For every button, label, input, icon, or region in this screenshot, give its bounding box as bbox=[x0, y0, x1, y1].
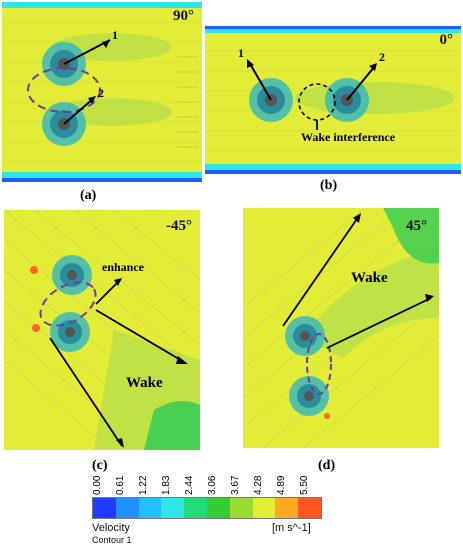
panel-c-angle: -45° bbox=[166, 218, 192, 234]
colorbar-unit: [m s^-1] bbox=[272, 522, 311, 534]
panel-b-graphic bbox=[205, 26, 461, 174]
colorbar-segment bbox=[252, 498, 276, 518]
rotor-1 bbox=[285, 316, 325, 356]
colorbar-segment bbox=[184, 498, 207, 518]
colorbar-tick: 0.61 bbox=[115, 475, 126, 495]
panel-b-interference-label: Wake interference bbox=[301, 130, 396, 144]
colorbar-segment bbox=[138, 498, 162, 518]
colorbar-segment bbox=[161, 498, 185, 518]
colorbar-segment bbox=[275, 498, 299, 518]
colorbar-title: Velocity bbox=[92, 522, 130, 534]
colorbar-tick: 4.89 bbox=[276, 475, 287, 495]
panel-c-wake-label: Wake bbox=[126, 375, 163, 391]
panel-b-rotor1-label: 1 bbox=[238, 46, 244, 60]
colorbar-segment bbox=[229, 498, 253, 518]
rotor-1 bbox=[52, 255, 92, 295]
colorbar-segment bbox=[115, 498, 139, 518]
colorbar-tick: 1.83 bbox=[161, 475, 172, 495]
panel-a-rotor1-label: 1 bbox=[112, 28, 118, 42]
rotor-2 bbox=[289, 376, 329, 416]
panel-a-graphic bbox=[2, 2, 202, 182]
panel-a-contour: 90° 1 2 bbox=[2, 2, 202, 182]
panel-d-label: (d) bbox=[318, 458, 336, 473]
panel-a-angle: 90° bbox=[173, 8, 194, 24]
colorbar-segment bbox=[298, 498, 321, 518]
panel-c-label: (c) bbox=[92, 458, 108, 473]
panel-b-contour: 0° 1 2 Wake interference bbox=[205, 26, 461, 174]
panel-c-contour: -45° enhance Wake bbox=[4, 210, 200, 450]
colorbar-tick: 0.00 bbox=[92, 475, 103, 495]
panel-a-label: (a) bbox=[80, 188, 97, 203]
panel-d-angle: 45° bbox=[406, 218, 427, 234]
panel-b-rotor2-label: 2 bbox=[379, 50, 385, 64]
colorbar-tick: 3.06 bbox=[207, 475, 218, 495]
panel-d-graphic bbox=[243, 208, 439, 448]
rotor-2 bbox=[50, 312, 90, 352]
colorbar-subtitle: Contour 1 bbox=[92, 535, 132, 545]
panel-d-contour: 45° Wake bbox=[243, 208, 439, 448]
panel-d-wake-label: Wake bbox=[351, 270, 388, 286]
colorbar-tick: 5.50 bbox=[299, 475, 310, 495]
colorbar-tick: 4.28 bbox=[253, 475, 264, 495]
panel-a-rotor2-label: 2 bbox=[98, 86, 104, 100]
colorbar-segment bbox=[206, 498, 230, 518]
panel-b-angle: 0° bbox=[439, 32, 454, 48]
panel-c-graphic bbox=[4, 210, 200, 450]
colorbar-tick: 2.44 bbox=[184, 475, 195, 495]
panel-c-enhance-label: enhance bbox=[102, 260, 144, 274]
panel-b-label: (b) bbox=[320, 178, 338, 193]
colorbar-tick: 3.67 bbox=[230, 475, 241, 495]
colorbar-tick: 1.22 bbox=[138, 475, 149, 495]
colorbar-ticks: 0.00 0.61 1.22 1.83 2.44 3.06 3.67 4.28 … bbox=[92, 463, 322, 495]
colorbar-segment bbox=[93, 498, 116, 518]
velocity-colorbar bbox=[92, 497, 322, 519]
